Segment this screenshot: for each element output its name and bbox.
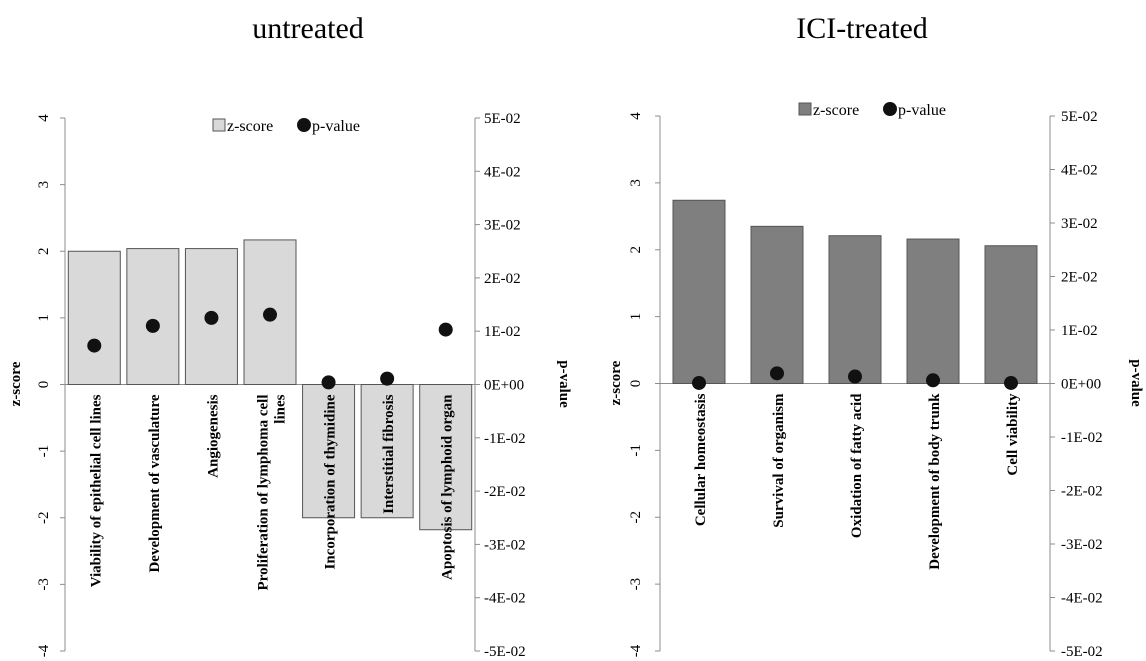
y2-tick-label: 0E+00 <box>1061 377 1101 393</box>
point-pvalue <box>848 369 862 384</box>
y2-tick-label: 4E-02 <box>484 164 521 180</box>
legend: z-score p-value <box>212 118 360 135</box>
bar-zscore <box>750 225 804 384</box>
point-pvalue <box>263 307 277 322</box>
chart-panel-ici-treated: ICI-treated z-score p-value z-score p-va… <box>608 12 1144 660</box>
y-tick-label: 1 <box>36 314 52 322</box>
y-tick-label: -3 <box>36 578 52 591</box>
legend-label-zscore: z-score <box>227 118 273 135</box>
chart-panel-untreated: untreated z-score p-value z-score p-valu… <box>8 12 572 660</box>
point-pvalue <box>692 375 706 390</box>
chart-title: ICI-treated <box>796 12 928 45</box>
category-label: Angiogenesis <box>205 394 221 478</box>
category-label: Oxidation of fatty acid <box>849 393 865 538</box>
y2-axis-label: p-value <box>1128 359 1144 407</box>
y2-tick-label: 1E-02 <box>484 324 521 340</box>
y-tick-label: -1 <box>628 444 644 457</box>
y-tick-label: 0 <box>36 381 52 389</box>
category-label: Incorporation of thymidine <box>323 394 339 569</box>
bar-zscore <box>360 384 414 519</box>
legend-label-zscore: z-score <box>813 102 859 119</box>
y2-tick-label: -2E-02 <box>1061 484 1103 500</box>
legend: z-score p-value <box>798 102 946 119</box>
y2-tick-label: -2E-02 <box>484 484 526 500</box>
y-tick-label: 3 <box>36 181 52 189</box>
y-tick-label: 4 <box>36 114 52 122</box>
category-label: Cell viability <box>1005 393 1021 476</box>
point-pvalue <box>438 322 453 337</box>
legend-swatch-zscore <box>798 102 812 116</box>
point-pvalue <box>204 310 219 325</box>
y2-tick-label: 4E-02 <box>1061 163 1098 179</box>
y2-tick-label: -4E-02 <box>484 591 526 607</box>
point-pvalue <box>380 371 395 386</box>
y-tick-label: -2 <box>36 512 52 525</box>
bar-zscore <box>828 235 882 384</box>
y2-tick-label: 2E-02 <box>1061 270 1098 286</box>
category-label: lines <box>273 394 289 423</box>
category-label: Apoptosis of lymphoid organ <box>440 394 456 580</box>
point-pvalue <box>87 338 102 353</box>
y-tick-label: -3 <box>628 578 644 591</box>
legend-label-pvalue: p-value <box>898 102 946 119</box>
y-tick-label: 1 <box>628 313 644 321</box>
bar-zscore <box>906 238 960 384</box>
y-tick-label: -1 <box>36 445 52 458</box>
legend-marker-pvalue <box>297 118 311 132</box>
y2-tick-label: -3E-02 <box>1061 537 1103 553</box>
bar-zscore <box>126 248 180 385</box>
point-pvalue <box>770 366 784 381</box>
y2-tick-label: -5E-02 <box>1061 644 1103 660</box>
legend-swatch-zscore <box>212 118 226 132</box>
bar-zscore <box>67 250 121 385</box>
y2-tick-label: 2E-02 <box>484 271 521 287</box>
category-label: Viability of epithelial cell lines <box>88 394 104 587</box>
y-tick-label: -2 <box>628 511 644 524</box>
y2-axis-label: p-value <box>556 360 572 408</box>
y2-tick-label: 3E-02 <box>484 218 521 234</box>
legend-label-pvalue: p-value <box>312 118 360 135</box>
category-label: Survival of organism <box>771 393 787 528</box>
y-tick-label: 2 <box>36 248 52 256</box>
category-label: Development of body trunk <box>927 393 943 570</box>
point-pvalue <box>1004 375 1018 390</box>
category-label: Development of vasculature <box>147 394 163 572</box>
y-tick-label: 4 <box>628 112 644 120</box>
bar-zscore <box>302 384 356 519</box>
y-tick-label: -4 <box>628 644 644 657</box>
y-tick-label: -4 <box>36 644 52 657</box>
y-tick-label: 0 <box>628 380 644 388</box>
point-pvalue <box>926 373 940 388</box>
chart-title: untreated <box>252 12 364 45</box>
bar-zscore <box>672 199 726 384</box>
category-label: Interstitial fibrosis <box>381 394 397 513</box>
bar-zscore <box>419 384 473 531</box>
y2-tick-label: 5E-02 <box>484 111 521 127</box>
point-pvalue <box>145 318 160 333</box>
point-pvalue <box>321 375 336 390</box>
y-tick-label: 2 <box>628 246 644 254</box>
y2-tick-label: 3E-02 <box>1061 216 1098 232</box>
y2-tick-label: 1E-02 <box>1061 323 1098 339</box>
y2-tick-label: -1E-02 <box>484 431 526 447</box>
y2-tick-label: 0E+00 <box>484 378 524 394</box>
bar-zscore <box>984 245 1038 384</box>
y-tick-label: 3 <box>628 179 644 187</box>
y2-tick-label: -3E-02 <box>484 537 526 553</box>
y2-tick-label: -1E-02 <box>1061 430 1103 446</box>
category-label: Cellular homeostasis <box>693 393 709 526</box>
y2-tick-label: 5E-02 <box>1061 109 1098 125</box>
y2-tick-label: -4E-02 <box>1061 591 1103 607</box>
y2-tick-label: -5E-02 <box>484 644 526 660</box>
legend-marker-pvalue <box>883 102 897 116</box>
y-axis-label: z-score <box>608 360 624 405</box>
y-axis-label: z-score <box>8 361 24 406</box>
category-label: Proliferation of lymphoma cell <box>256 395 272 591</box>
